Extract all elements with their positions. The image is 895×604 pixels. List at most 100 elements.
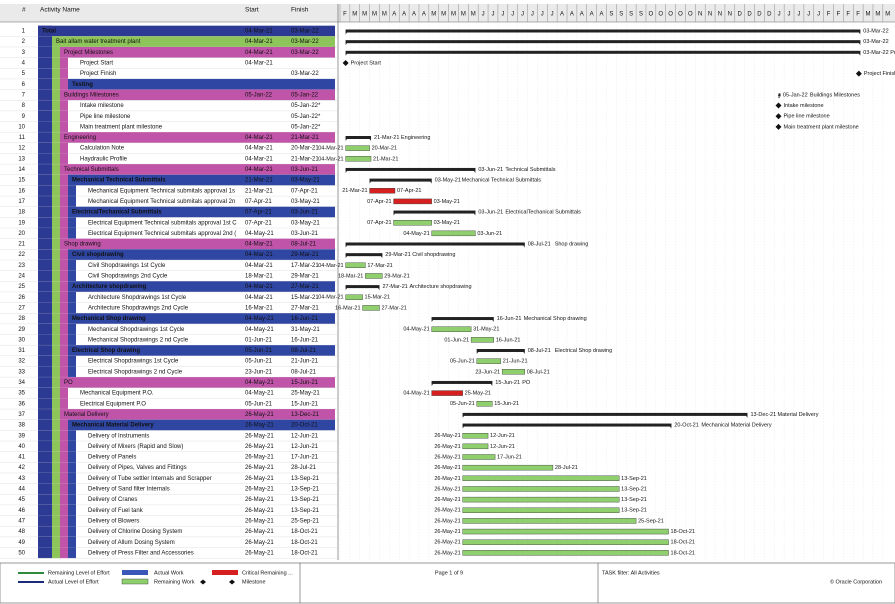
row-number: 11 <box>19 135 26 141</box>
level-stripe <box>60 206 68 218</box>
finish-date: 15-Jun-21 <box>291 380 319 386</box>
task-bar <box>462 528 669 535</box>
task-bar <box>369 188 396 194</box>
finish-date: 16-Jun-21 <box>291 337 319 343</box>
finish-date: 21-Mar-21 <box>291 135 319 141</box>
bar-label: 16-Jun-21 <box>496 337 521 343</box>
finish-date: 03-Mar-22 <box>291 71 319 77</box>
week-label: O <box>668 12 673 18</box>
level-stripe <box>60 441 68 452</box>
bar-label: ElectricalTechanical Submittals <box>505 210 581 216</box>
filter-label: TASK filter: All Activities <box>602 570 660 576</box>
row-number: 31 <box>18 348 25 354</box>
activity-name: Delivery of Allum Dosing System <box>88 540 175 546</box>
row-number: 20 <box>18 231 25 237</box>
bar-label: 03-May-21 <box>435 178 461 184</box>
summary-cap <box>777 93 781 99</box>
start-date: 26-May-21 <box>245 497 274 503</box>
start-date: 04-May-21 <box>245 231 274 237</box>
week-label: J <box>541 12 544 18</box>
activity-name: Electrical Equipment Technical submitals… <box>88 220 237 226</box>
week-label: A <box>392 12 396 18</box>
bar-label: 25-May-21 <box>465 391 491 397</box>
level-stripe <box>52 494 60 505</box>
level-stripe <box>38 515 52 527</box>
task-bar <box>345 145 370 151</box>
legend-label: Actual Work <box>154 570 184 576</box>
level-stripe <box>60 68 68 79</box>
level-stripe <box>68 504 76 516</box>
level-stripe <box>52 409 60 420</box>
level-stripe <box>52 430 60 442</box>
finish-date: 25-Sep-21 <box>291 518 320 524</box>
level-stripe <box>52 185 60 197</box>
bar-label: 03-Jun-21 <box>477 231 502 237</box>
level-stripe <box>38 291 52 303</box>
week-label: F <box>343 12 347 18</box>
week-label: M <box>451 12 456 18</box>
level-stripe <box>60 153 68 165</box>
activity-name: Delivery of Fuel tank <box>88 508 144 514</box>
finish-date: 08-Jul-21 <box>291 242 317 248</box>
bar-label: 12-Jun-21 <box>490 444 515 450</box>
level-stripe <box>38 366 52 378</box>
task-bar <box>501 369 525 375</box>
finish-date: 03-Mar-22 <box>291 39 319 45</box>
level-stripe <box>38 430 52 442</box>
level-stripe <box>68 334 76 346</box>
task-bar <box>462 486 620 492</box>
header-num: # <box>22 7 26 14</box>
bar-label: 15-Jun-21 <box>494 401 519 407</box>
finish-date: 13-Dec-21 <box>291 412 320 418</box>
row-number: 7 <box>22 92 26 98</box>
finish-date: 21-Mar-21 <box>291 156 319 162</box>
header-finish: Finish <box>291 7 309 14</box>
finish-date: 03-May-21 <box>291 220 320 226</box>
row-number: 3 <box>22 50 26 56</box>
week-label: A <box>560 12 564 18</box>
activity-name: Mechanical Equipment P.O. <box>80 391 154 397</box>
level-stripe <box>52 110 60 122</box>
level-stripe <box>38 206 52 218</box>
start-date: 26-May-21 <box>245 476 274 482</box>
level-stripe <box>38 536 52 548</box>
finish-date: 18-Oct-21 <box>291 529 318 535</box>
row-number: 37 <box>18 412 25 418</box>
activity-name: Pipe line milestone <box>80 114 131 120</box>
finish-date: 18-Oct-21 <box>291 550 318 556</box>
level-stripe <box>38 483 52 495</box>
start-date: 26-May-21 <box>245 412 274 418</box>
row-number: 22 <box>18 252 25 258</box>
activity-name: Shop drawing <box>64 242 101 248</box>
row-number: 6 <box>22 82 26 88</box>
level-stripe <box>38 377 52 388</box>
level-stripe <box>38 419 52 431</box>
activity-name: Calculation Note <box>80 146 125 152</box>
finish-date: 05-Jan-22* <box>291 124 321 130</box>
level-stripe <box>52 142 60 154</box>
week-label: J <box>521 12 524 18</box>
milestone <box>855 70 862 77</box>
row-number: 15 <box>18 178 25 184</box>
start-date: 04-Mar-21 <box>245 39 273 45</box>
week-label: O <box>688 12 693 18</box>
level-stripe <box>38 89 52 101</box>
finish-date: 20-Mar-21 <box>291 146 319 152</box>
bar-label: 07-Apr-21 <box>367 220 391 226</box>
row-number: 4 <box>22 61 26 67</box>
bar-label: Project Start <box>351 60 382 66</box>
start-date: 26-May-21 <box>245 423 274 429</box>
row-number: 28 <box>18 316 25 322</box>
week-label: J <box>788 12 791 18</box>
bar-label: 08-Jul-21 <box>528 241 551 247</box>
bar-label: Main treatment plant milestone <box>784 124 859 130</box>
activity-name: Testing <box>72 82 93 88</box>
bar-label: PO <box>522 380 531 386</box>
activity-name: Mechanical Shopdrawings 1st Cycle <box>88 327 185 333</box>
level-stripe <box>60 334 68 346</box>
row-number: 47 <box>18 518 25 524</box>
summary-bar <box>778 93 781 97</box>
row-band <box>68 419 335 431</box>
level-stripe <box>38 217 52 229</box>
